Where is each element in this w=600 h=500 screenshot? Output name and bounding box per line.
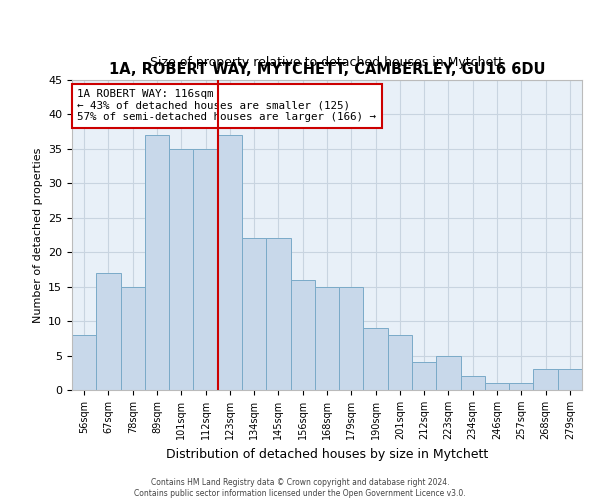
Text: Size of property relative to detached houses in Mytchett: Size of property relative to detached ho… — [151, 56, 503, 69]
Bar — [509, 383, 533, 390]
Bar — [169, 149, 193, 390]
Title: 1A, ROBERT WAY, MYTCHETT, CAMBERLEY, GU16 6DU: 1A, ROBERT WAY, MYTCHETT, CAMBERLEY, GU1… — [109, 62, 545, 78]
Bar — [266, 238, 290, 390]
X-axis label: Distribution of detached houses by size in Mytchett: Distribution of detached houses by size … — [166, 448, 488, 460]
Text: Contains HM Land Registry data © Crown copyright and database right 2024.
Contai: Contains HM Land Registry data © Crown c… — [134, 478, 466, 498]
Bar — [193, 149, 218, 390]
Text: 1A ROBERT WAY: 116sqm
← 43% of detached houses are smaller (125)
57% of semi-det: 1A ROBERT WAY: 116sqm ← 43% of detached … — [77, 90, 376, 122]
Bar — [388, 335, 412, 390]
Bar — [290, 280, 315, 390]
Bar — [412, 362, 436, 390]
Bar — [339, 286, 364, 390]
Bar — [96, 273, 121, 390]
Bar — [436, 356, 461, 390]
Bar — [242, 238, 266, 390]
Bar — [121, 286, 145, 390]
Bar — [461, 376, 485, 390]
Bar — [145, 135, 169, 390]
Y-axis label: Number of detached properties: Number of detached properties — [32, 148, 43, 322]
Bar — [218, 135, 242, 390]
Bar — [364, 328, 388, 390]
Bar — [533, 370, 558, 390]
Bar — [558, 370, 582, 390]
Bar — [72, 335, 96, 390]
Bar — [315, 286, 339, 390]
Bar — [485, 383, 509, 390]
